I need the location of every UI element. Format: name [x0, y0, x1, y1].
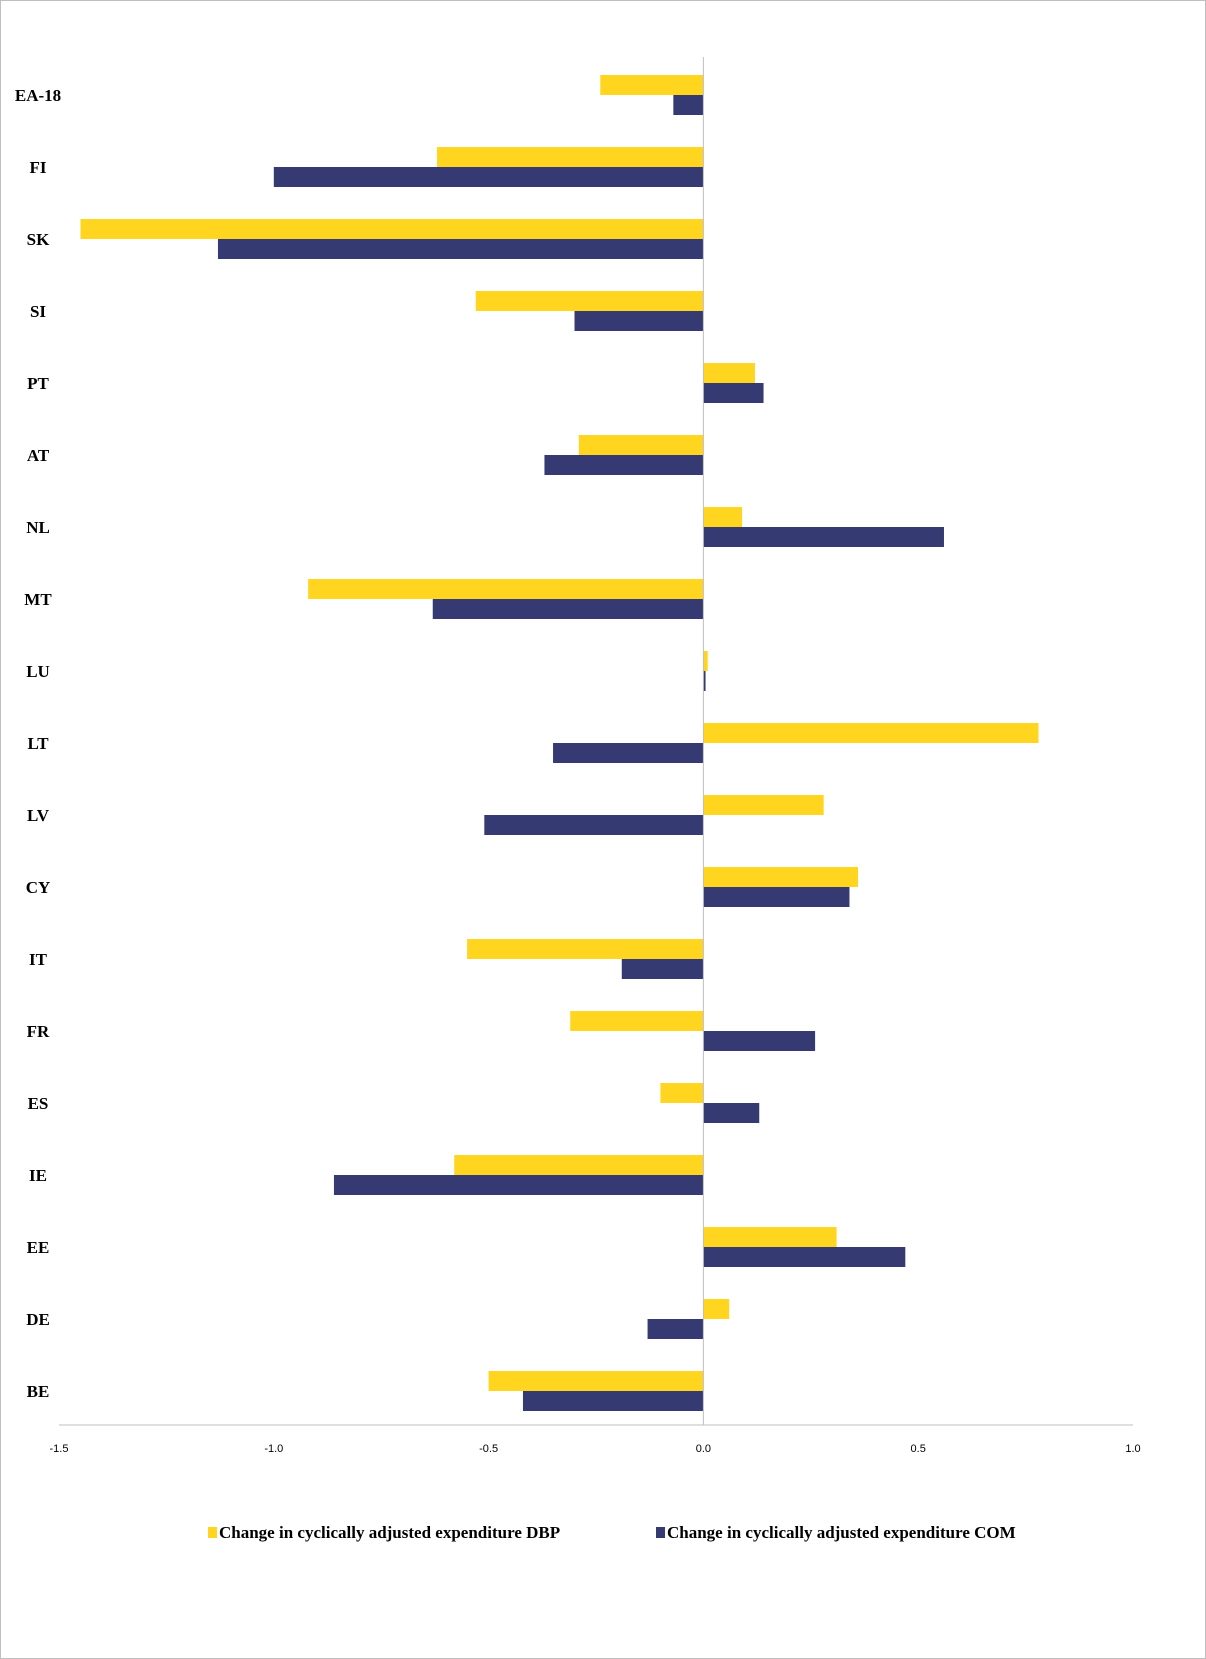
bar-com	[703, 1103, 760, 1123]
bar-dbp	[703, 795, 824, 815]
x-tick-label: 0.5	[911, 1443, 926, 1455]
bar-com	[574, 311, 704, 331]
bar-com	[522, 1391, 704, 1411]
bar-dbp	[703, 1227, 837, 1247]
bar-com	[703, 527, 944, 547]
category-label: ES	[28, 1094, 49, 1113]
bar-com	[703, 1031, 816, 1051]
bar-dbp	[570, 1011, 704, 1031]
legend-swatch	[208, 1527, 217, 1538]
bar-dbp	[80, 219, 704, 239]
category-label: DE	[26, 1310, 50, 1329]
x-tick-label: -0.5	[479, 1443, 498, 1455]
category-label: LT	[27, 734, 49, 753]
category-label: IT	[29, 950, 48, 969]
legend-label: Change in cyclically adjusted expenditur…	[667, 1523, 1016, 1542]
category-label: FR	[27, 1022, 50, 1041]
bar-com	[553, 743, 704, 763]
category-label: MT	[24, 590, 52, 609]
bar-dbp	[308, 579, 704, 599]
legend-label: Change in cyclically adjusted expenditur…	[219, 1523, 560, 1542]
category-label: SI	[30, 302, 46, 321]
bar-com	[273, 167, 704, 187]
x-tick-label: 1.0	[1125, 1443, 1140, 1455]
bar-com	[621, 959, 704, 979]
bar-dbp	[703, 867, 859, 887]
bar-dbp	[600, 75, 704, 95]
bar-com	[333, 1175, 704, 1195]
bar-com	[484, 815, 704, 835]
category-label: BE	[27, 1382, 50, 1401]
x-tick-label: -1.0	[264, 1443, 283, 1455]
bar-com	[703, 887, 850, 907]
bar-dbp	[454, 1155, 704, 1175]
category-label: PT	[27, 374, 49, 393]
category-label: EE	[27, 1238, 50, 1257]
category-label: NL	[26, 518, 50, 537]
bar-com	[432, 599, 704, 619]
bar-com	[673, 95, 704, 115]
bar-dbp	[475, 291, 704, 311]
category-label: EA-18	[15, 86, 61, 105]
bar-com	[703, 383, 764, 403]
bar-dbp	[703, 507, 743, 527]
bar-dbp	[437, 147, 704, 167]
category-label: LV	[27, 806, 50, 825]
category-label: AT	[27, 446, 50, 465]
legend-swatch	[656, 1527, 665, 1538]
category-label: FI	[30, 158, 47, 177]
bar-dbp	[703, 723, 1039, 743]
bar-dbp	[467, 939, 704, 959]
bar-com	[647, 1319, 704, 1339]
bar-com	[703, 1247, 906, 1267]
bar-com	[217, 239, 704, 259]
category-label: SK	[27, 230, 50, 249]
bar-dbp	[660, 1083, 704, 1103]
bar-com	[544, 455, 704, 475]
category-label: LU	[26, 662, 50, 681]
bar-dbp	[703, 363, 755, 383]
x-tick-label: 0.0	[696, 1443, 711, 1455]
category-label: CY	[26, 878, 51, 897]
bar-dbp	[578, 435, 704, 455]
bar-com	[703, 671, 706, 691]
bar-dbp	[703, 651, 708, 671]
bar-dbp	[488, 1371, 704, 1391]
category-label: IE	[29, 1166, 47, 1185]
bar-dbp	[703, 1299, 730, 1319]
x-tick-label: -1.5	[50, 1443, 69, 1455]
